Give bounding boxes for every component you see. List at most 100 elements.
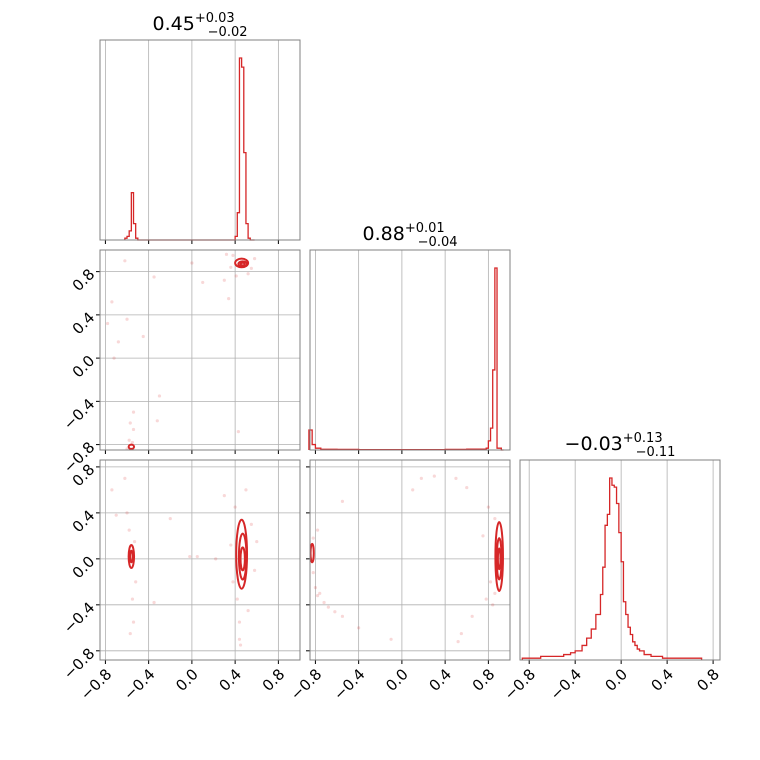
joint-1-ytick-label: 0.4 xyxy=(69,309,99,339)
scatter-point xyxy=(110,488,114,492)
density-contour xyxy=(237,260,249,268)
joint-3-xtick-label: 0.0 xyxy=(382,665,412,695)
scatter-point xyxy=(459,631,463,636)
scatter-point xyxy=(157,394,162,398)
scatter-point xyxy=(105,321,110,326)
scatter-point xyxy=(255,540,259,544)
hist-frame-1 xyxy=(99,39,301,241)
joint-frame-1 xyxy=(99,249,301,451)
scatter-point xyxy=(114,513,118,517)
density-contour xyxy=(495,537,503,581)
scatter-point xyxy=(152,600,156,605)
scatter-point xyxy=(411,488,415,492)
scatter-point xyxy=(484,597,488,601)
scatter-point xyxy=(326,605,330,609)
scatter-point xyxy=(238,643,243,647)
joint-panel-1: −0.8−0.40.00.40.8 xyxy=(60,249,301,477)
scatter-point xyxy=(131,620,136,624)
scatter-point xyxy=(493,517,497,521)
joint-content-2 xyxy=(110,476,259,647)
scatter-point xyxy=(456,640,460,644)
scatter-point xyxy=(152,275,156,279)
scatter-point xyxy=(249,522,253,526)
density-contour xyxy=(237,532,248,581)
histogram-step-2 xyxy=(308,267,504,451)
scatter-point xyxy=(315,594,320,598)
hist-panel-2 xyxy=(308,249,511,454)
joint-panel-3: −0.8 −0.4 0.0 0.4 0.8 xyxy=(287,459,511,704)
scatter-point xyxy=(201,280,205,285)
scatter-point xyxy=(419,476,423,480)
density-contour xyxy=(494,521,504,593)
hist-3-xtick-label: −0.8 xyxy=(501,665,539,703)
scatter-point xyxy=(488,580,493,584)
param-2-plus-error: +0.01 xyxy=(405,221,445,236)
scatter-point xyxy=(235,597,239,601)
joint-1-ytick-label: −0.4 xyxy=(60,395,98,433)
param-1-title: 0.45+0.03 −0.02 xyxy=(153,11,248,40)
joint-3-xtick-label: −0.8 xyxy=(287,665,325,703)
scatter-point xyxy=(252,257,257,261)
hist-3-xtick-label: 0.4 xyxy=(647,665,677,695)
joint-2-xtick-label: −0.4 xyxy=(120,665,158,703)
density-contour xyxy=(239,546,246,572)
scatter-point xyxy=(231,253,235,258)
corner-panels: −0.8 −0.4 0.0 0.4 0.8−0.8−0.40.00.40.8−0.8 −0… xyxy=(60,39,723,704)
scatter-point xyxy=(246,272,250,276)
scatter-point xyxy=(132,540,137,544)
scatter-point xyxy=(127,528,131,532)
param-1-median: 0.45 xyxy=(153,13,195,35)
density-contour xyxy=(127,544,136,570)
density-contour xyxy=(239,261,246,267)
scatter-point xyxy=(470,614,474,618)
scatter-point xyxy=(322,600,326,605)
hist-frame-2 xyxy=(309,249,511,451)
param-2-minus-error: −0.04 xyxy=(418,235,458,250)
param-3-plus-error: +0.13 xyxy=(623,431,663,446)
scatter-point xyxy=(227,297,231,301)
scatter-point xyxy=(190,261,194,265)
scatter-point xyxy=(432,474,436,478)
scatter-point xyxy=(123,476,127,480)
scatter-point xyxy=(224,252,229,256)
histogram-step-1 xyxy=(124,57,255,241)
param-1-minus-error: −0.02 xyxy=(208,25,248,40)
scatter-point xyxy=(486,505,490,509)
joint-2-ytick-label: −0.4 xyxy=(60,598,98,636)
joint-2-ytick-label: 0.4 xyxy=(69,507,99,537)
scatter-point xyxy=(244,488,248,492)
scatter-point xyxy=(188,554,192,559)
scatter-point xyxy=(112,356,116,360)
scatter-point xyxy=(481,534,485,538)
scatter-point xyxy=(195,554,199,559)
scatter-point xyxy=(130,597,135,601)
param-3-minus-error: −0.11 xyxy=(636,445,676,460)
joint-3-xtick-label: 0.4 xyxy=(425,665,455,695)
density-contour xyxy=(310,542,315,564)
scatter-point xyxy=(252,568,257,572)
scatter-point xyxy=(340,499,345,503)
scatter-point xyxy=(222,278,226,282)
scatter-point xyxy=(134,580,138,584)
param-3-title: −0.03+0.13 −0.11 xyxy=(565,431,676,460)
scatter-point xyxy=(116,340,120,344)
scatter-point xyxy=(128,421,132,425)
scatter-point xyxy=(246,608,250,613)
scatter-point xyxy=(318,591,322,595)
hist-3-xtick-label: 0.8 xyxy=(693,665,723,695)
scatter-point xyxy=(340,614,345,618)
scatter-point xyxy=(128,631,132,636)
scatter-point xyxy=(389,637,393,641)
scatter-point xyxy=(131,410,136,414)
scatter-point xyxy=(237,620,242,624)
scatter-point xyxy=(249,266,253,270)
joint-1-ytick-label: 0.0 xyxy=(69,352,99,382)
scatter-point xyxy=(311,536,315,540)
hist-3-xtick-label: −0.4 xyxy=(547,665,585,703)
scatter-point xyxy=(123,259,127,263)
param-1-plus-error: +0.03 xyxy=(195,11,235,26)
scatter-point xyxy=(155,419,159,423)
scatter-point xyxy=(231,580,235,584)
scatter-point xyxy=(229,265,233,269)
hist-panel-1 xyxy=(99,39,301,244)
